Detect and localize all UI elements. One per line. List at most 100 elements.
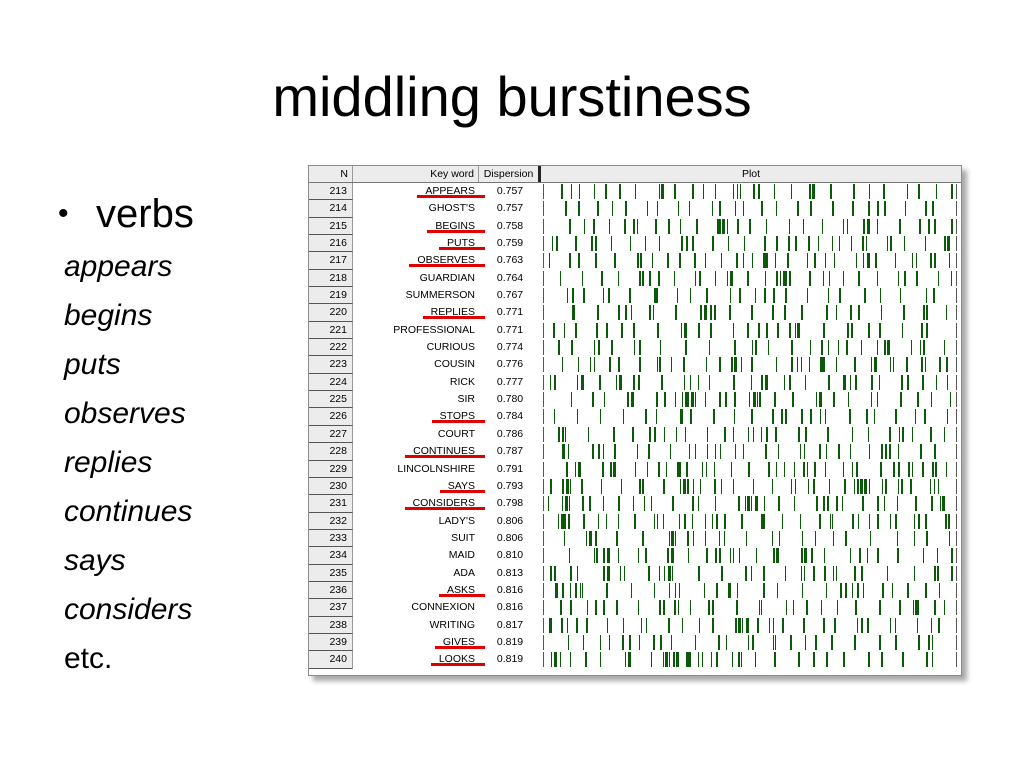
occurrence-tick	[575, 322, 577, 338]
occurrence-tick	[944, 600, 945, 616]
keyword-text: ASKS	[438, 584, 485, 597]
row-keyword: APPEARS	[353, 183, 485, 200]
occurrence-tick	[604, 392, 605, 408]
row-keyword: ASKS	[353, 582, 485, 599]
occurrence-tick	[568, 513, 570, 529]
occurrence-tick	[550, 565, 552, 581]
table-row[interactable]: 223 COUSIN 0.776	[309, 356, 961, 374]
occurrence-tick	[930, 426, 932, 442]
occurrence-tick	[730, 270, 733, 286]
table-row[interactable]: 213 APPEARS 0.757	[309, 183, 961, 201]
table-row[interactable]: 217 OBSERVES 0.763	[309, 252, 961, 270]
table-row[interactable]: 226 STOPS 0.784	[309, 408, 961, 426]
occurrence-tick	[838, 444, 840, 460]
occurrence-tick	[807, 253, 808, 269]
occurrence-tick	[695, 392, 696, 408]
table-row[interactable]: 221 PROFESSIONAL 0.771	[309, 321, 961, 340]
table-row[interactable]: 230 SAYS 0.793	[309, 477, 961, 496]
table-row[interactable]: 236 ASKS 0.816	[309, 581, 961, 600]
example-verb: puts	[64, 348, 121, 381]
occurrence-tick	[901, 374, 903, 390]
occurrence-tick	[847, 322, 849, 338]
table-row[interactable]: 238 WRITING 0.817	[309, 616, 961, 634]
occurrence-tick	[620, 565, 621, 581]
occurrence-tick	[674, 270, 675, 286]
table-row[interactable]: 214 GHOST'S 0.757	[309, 200, 961, 218]
table-row[interactable]: 225 SIR 0.780	[309, 391, 961, 409]
occurrence-tick	[890, 236, 892, 252]
occurrence-tick	[925, 236, 926, 252]
occurrence-tick	[690, 374, 691, 390]
occurrence-tick	[846, 340, 848, 356]
table-row[interactable]: 232 LADY'S 0.806	[309, 512, 961, 530]
dispersion-plot	[543, 461, 957, 477]
occurrence-tick	[854, 565, 856, 581]
table-row[interactable]: 237 CONNEXION 0.816	[309, 599, 961, 617]
row-number: 232	[309, 512, 353, 530]
occurrence-tick	[914, 530, 915, 546]
table-row[interactable]: 235 ADA 0.813	[309, 564, 961, 582]
occurrence-tick	[899, 218, 901, 234]
occurrence-tick	[704, 305, 707, 321]
occurrence-tick	[751, 409, 753, 425]
occurrence-tick	[790, 634, 792, 650]
occurrence-tick	[627, 392, 629, 408]
table-row[interactable]: 228 CONTINUES 0.787	[309, 443, 961, 461]
table-row[interactable]: 219 SUMMERSON 0.767	[309, 287, 961, 305]
table-row[interactable]: 231 CONSIDERS 0.798	[309, 495, 961, 513]
occurrence-tick	[564, 530, 565, 546]
occurrence-tick	[655, 218, 657, 234]
occurrence-tick	[755, 340, 757, 356]
table-row[interactable]: 239 GIVES 0.819	[309, 633, 961, 652]
occurrence-tick	[809, 357, 810, 373]
occurrence-tick	[951, 565, 953, 581]
dispersion-plot	[543, 218, 957, 234]
occurrence-tick	[663, 600, 665, 616]
table-row[interactable]: 220 REPLIES 0.771	[309, 304, 961, 322]
occurrence-tick	[815, 634, 817, 650]
header-dispersion[interactable]: Dispersion	[479, 166, 541, 182]
occurrence-tick	[599, 374, 601, 390]
occurrence-tick	[915, 600, 918, 616]
table-row[interactable]: 216 PUTS 0.759	[309, 235, 961, 253]
occurrence-tick	[647, 461, 648, 477]
occurrence-tick	[583, 634, 584, 650]
occurrence-tick	[824, 565, 826, 581]
occurrence-tick	[852, 513, 854, 529]
occurrence-tick	[672, 565, 673, 581]
row-keyword: OBSERVES	[353, 252, 485, 269]
header-plot[interactable]: Plot	[741, 168, 761, 180]
occurrence-tick	[882, 478, 883, 494]
table-row[interactable]: 227 COURT 0.786	[309, 425, 961, 444]
occurrence-tick	[923, 548, 924, 564]
occurrence-tick	[700, 305, 702, 321]
occurrence-tick	[917, 617, 918, 633]
occurrence-tick	[742, 617, 743, 633]
table-row[interactable]: 218 GUARDIAN 0.764	[309, 269, 961, 288]
occurrence-tick	[937, 565, 939, 581]
occurrence-tick	[634, 513, 636, 529]
occurrence-tick	[600, 652, 601, 668]
occurrence-tick	[807, 461, 808, 477]
occurrence-tick	[603, 288, 604, 304]
occurrence-tick	[753, 184, 755, 199]
table-row[interactable]: 240 LOOKS 0.819	[309, 651, 961, 669]
table-row[interactable]: 215 BEGINS 0.758	[309, 217, 961, 236]
table-row[interactable]: 229 LINCOLNSHIRE 0.791	[309, 460, 961, 478]
header-keyword[interactable]: Key word	[353, 166, 479, 182]
table-row[interactable]: 234 MAID 0.810	[309, 547, 961, 565]
table-row[interactable]: 222 CURIOUS 0.774	[309, 339, 961, 357]
occurrence-tick	[918, 513, 920, 529]
table-row[interactable]: 224 RICK 0.777	[309, 373, 961, 392]
occurrence-tick	[773, 617, 774, 633]
occurrence-tick	[930, 253, 932, 269]
occurrence-tick	[829, 478, 830, 494]
table-row[interactable]: 233 SUIT 0.806	[309, 529, 961, 548]
occurrence-tick	[853, 184, 855, 199]
keyword-text: GIVES	[434, 636, 485, 649]
header-n[interactable]: N	[309, 166, 353, 182]
occurrence-tick	[749, 218, 751, 234]
keyword-text: WRITING	[429, 618, 476, 631]
occurrence-tick	[933, 288, 935, 304]
keyword-text: PROFESSIONAL	[393, 323, 475, 336]
